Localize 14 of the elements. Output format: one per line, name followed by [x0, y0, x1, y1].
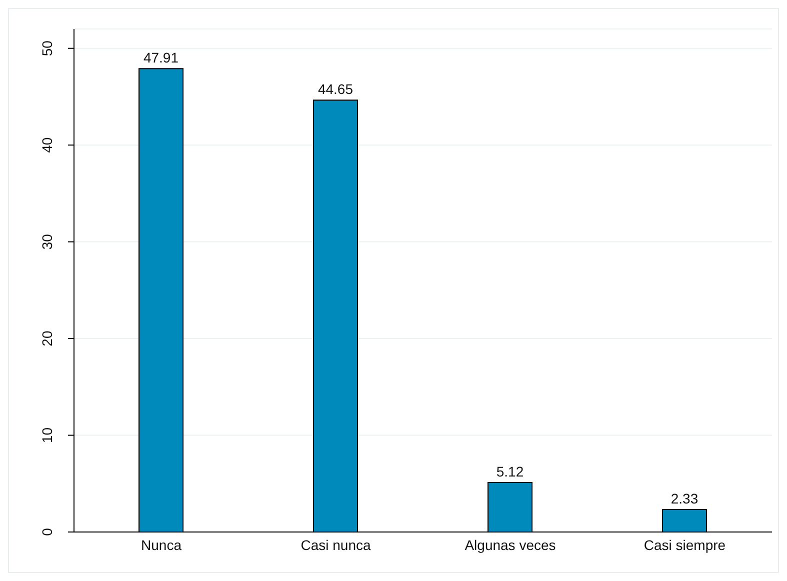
- data-label: 5.12: [496, 463, 524, 480]
- data-label: 2.33: [670, 490, 698, 506]
- y-tick-label: 30: [39, 234, 55, 250]
- data-label: 47.91: [143, 50, 179, 66]
- y-tick-label: 10: [39, 427, 55, 444]
- y-tick-label: 0: [39, 528, 55, 536]
- y-tick-label: 20: [39, 330, 55, 346]
- y-tick-label: 50: [39, 40, 55, 56]
- data-label: 44.65: [318, 81, 354, 98]
- x-tick-label: Casi nunca: [300, 536, 371, 553]
- y-tick-label: 40: [39, 137, 55, 153]
- x-tick-label: Casi siempre: [644, 536, 726, 553]
- x-tick-label: Nunca: [141, 536, 182, 553]
- x-tick-label: Algunas veces: [464, 536, 556, 553]
